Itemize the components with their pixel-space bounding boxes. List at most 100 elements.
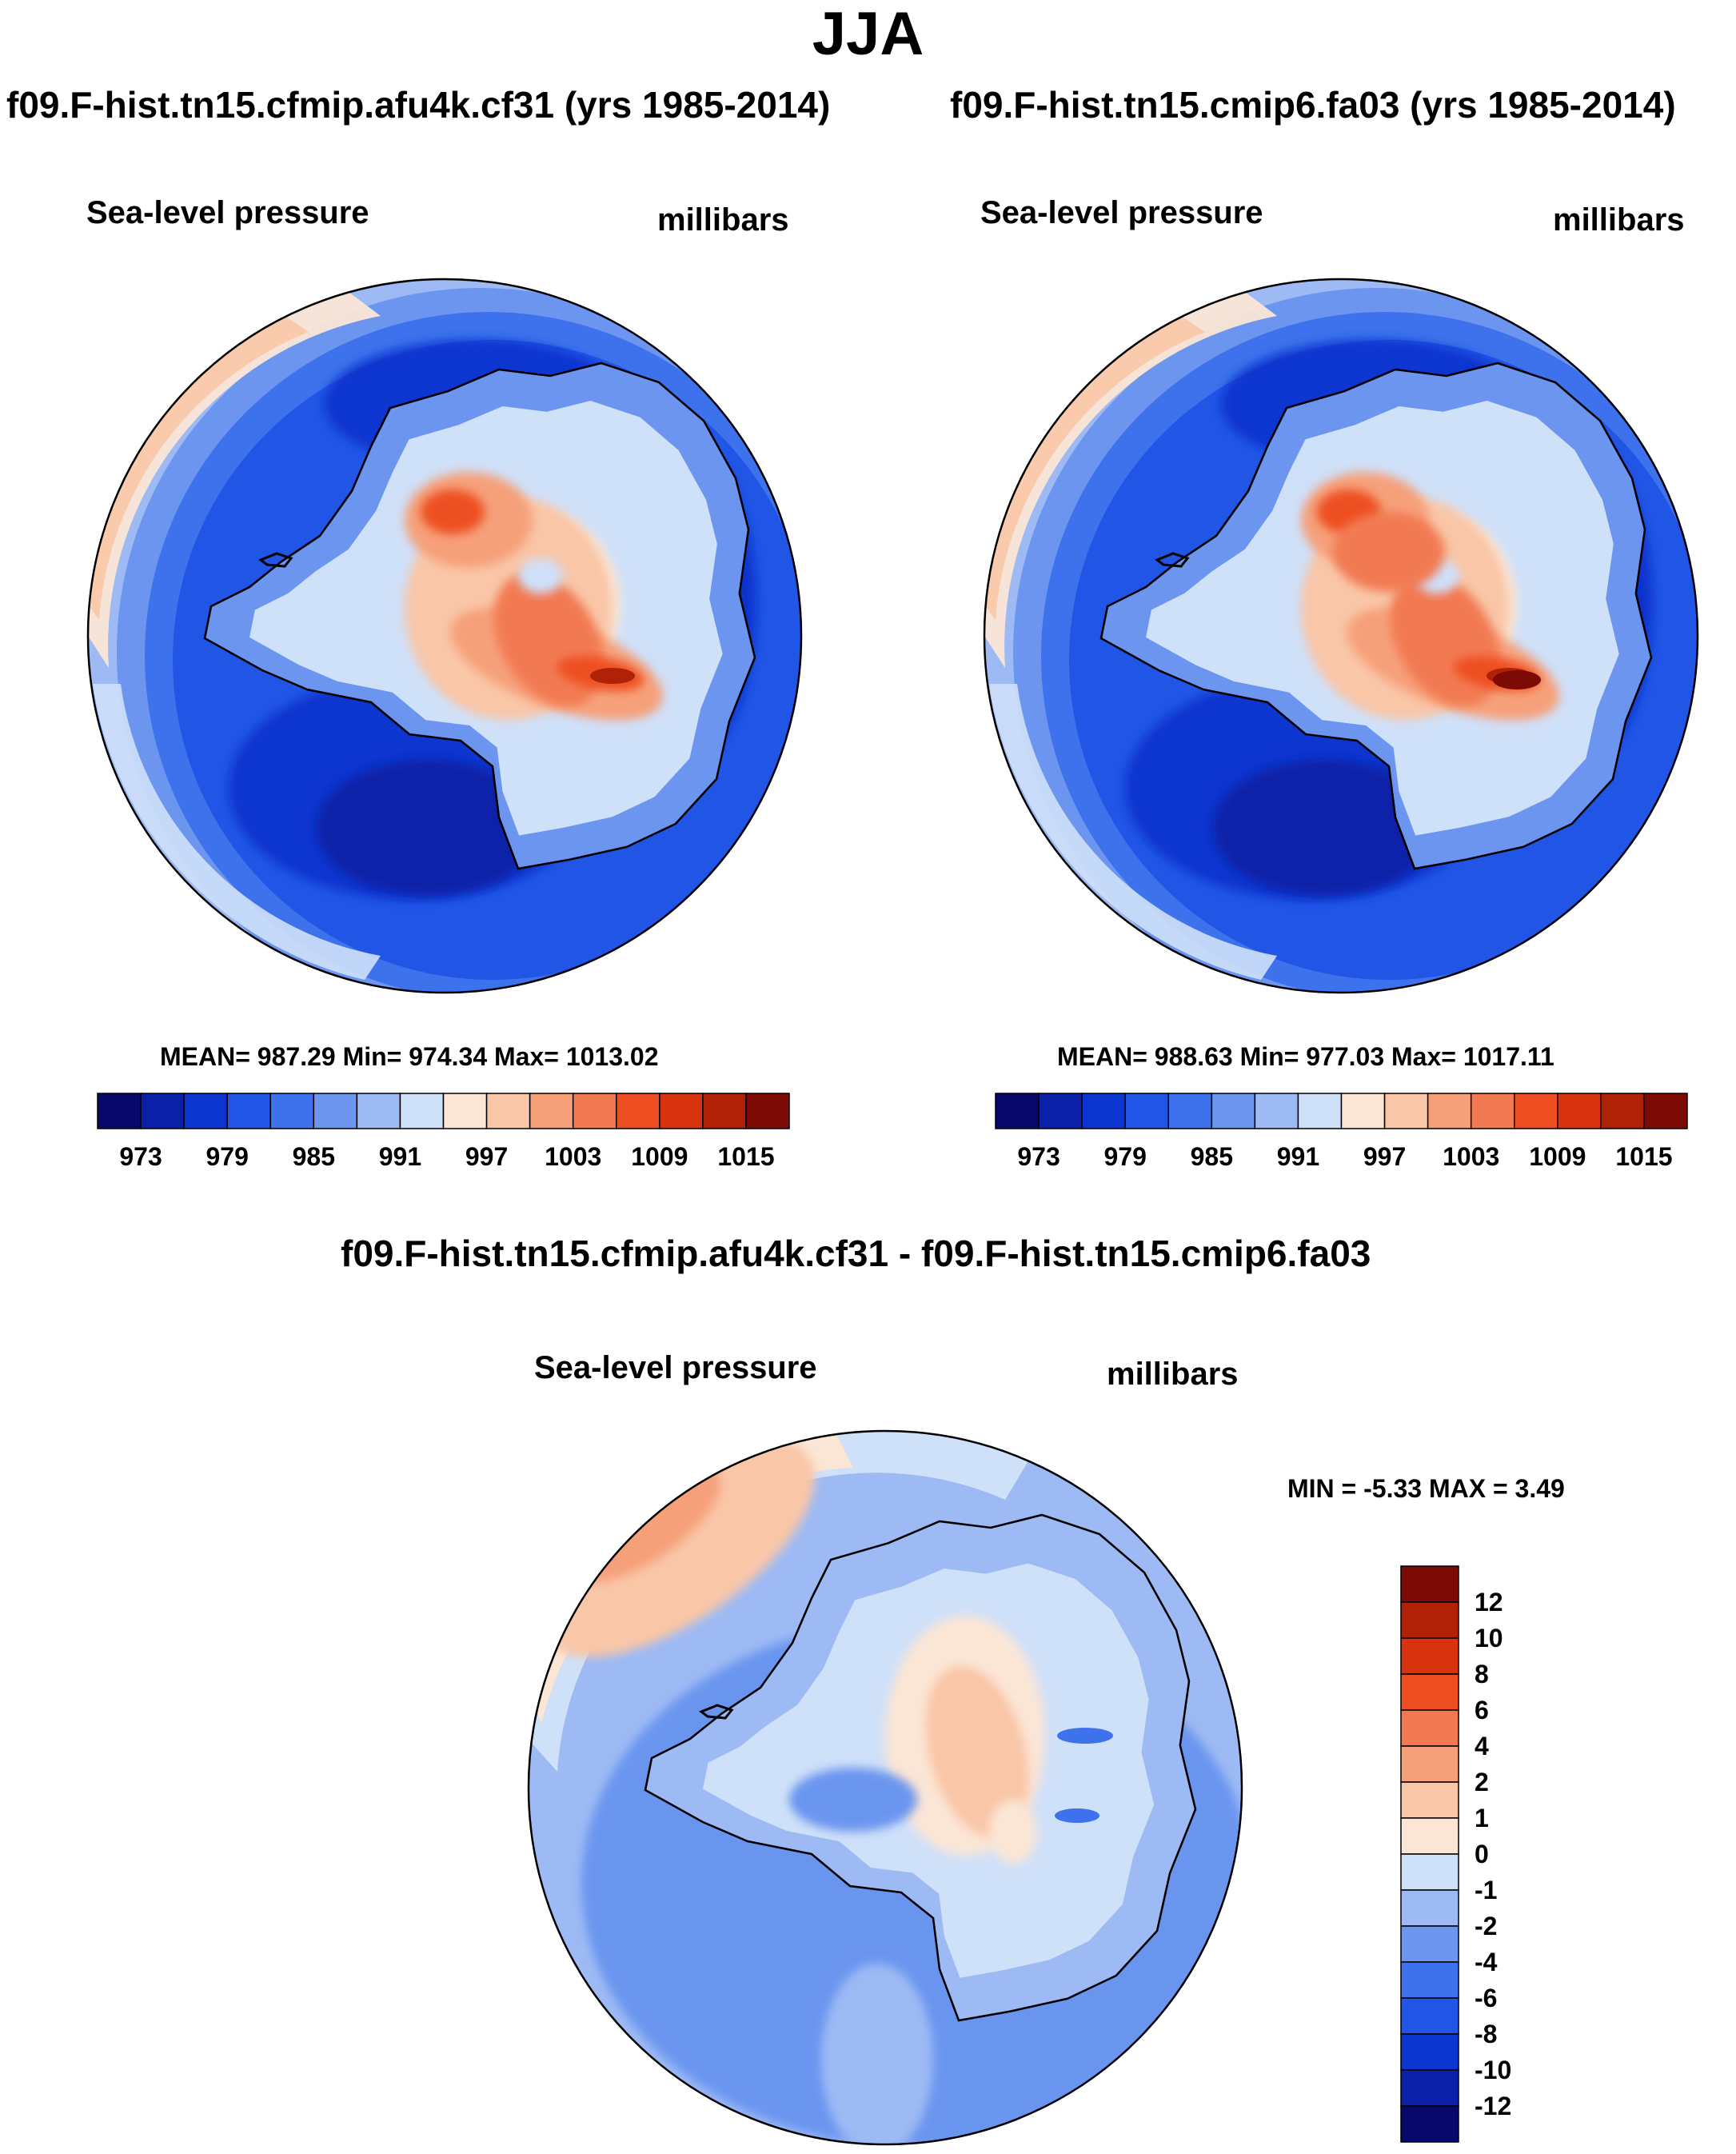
panel-1-plateau <box>518 558 563 593</box>
panel-3-plateau-group <box>789 1616 1113 1864</box>
panel-3-colorbar-label: 8 <box>1475 1660 1489 1688</box>
panel-2-low <box>1213 760 1437 896</box>
panel-1-colorbar-cell <box>485 1093 531 1129</box>
panel-1-colorbar-cell <box>745 1093 790 1129</box>
panel-2-colorbar-cell <box>1427 1093 1472 1129</box>
panel-1-colorbar-label: 1003 <box>545 1142 601 1171</box>
panel-3-colorbar-label: -2 <box>1475 1912 1497 1940</box>
panel-3-colorbar-cell <box>1400 2105 1459 2143</box>
panel-3-colorbar-cell <box>1400 1673 1459 1711</box>
panel-3-map-border <box>527 1429 1243 2146</box>
panel-3-band <box>540 1438 815 1657</box>
panel-1-case-title: f09.F-hist.tn15.cfmip.afu4k.cf31 (yrs 19… <box>6 84 831 126</box>
panel-1-colorbar-cell <box>702 1093 747 1129</box>
panel-2-colorbar-cell <box>1124 1093 1169 1129</box>
panel-3-colorbar-cell <box>1400 1997 1459 2035</box>
panel-3-stats: MIN = -5.33 MAX = 3.49 <box>1287 1474 1565 1503</box>
panel-1-colorbar-cell <box>572 1093 617 1129</box>
panel-3-colorbar-cell <box>1400 1709 1459 1747</box>
panel-1-colorbar-cell <box>269 1093 315 1129</box>
panel-1-colorbar-cell <box>140 1093 185 1129</box>
panel-1-map-border <box>86 278 803 994</box>
panel-3-coastline <box>698 1704 734 1720</box>
panel-2-variable-label: Sea-level pressure <box>980 195 1263 230</box>
panel-3-colorbar-cell <box>1400 2033 1459 2071</box>
panel-2-units-label: millibars <box>1553 202 1685 238</box>
panel-1-colorbar-cell <box>399 1093 445 1129</box>
panel-1-colorbar-cell <box>616 1093 660 1129</box>
panel-2-stats: MEAN= 988.63 Min= 977.03 Max= 1017.11 <box>1057 1042 1554 1071</box>
panel-3-colorbar-label: -8 <box>1475 2020 1497 2048</box>
panel-1-coastline <box>257 552 293 568</box>
panel-3-colorbar-cell <box>1400 1565 1459 1603</box>
panel-3-colorbar-cell <box>1400 1745 1459 1783</box>
panel-2-colorbar-label: 1003 <box>1443 1142 1499 1171</box>
panel-2-colorbar-cell <box>1038 1093 1083 1129</box>
panel-1-colorbar-cell <box>529 1093 574 1129</box>
panel-2-colorbar-label: 997 <box>1363 1142 1406 1171</box>
panel-2-colorbar-label: 985 <box>1191 1142 1233 1171</box>
season-title: JJA <box>812 0 924 68</box>
panel-2-map-border <box>983 278 1699 994</box>
panel-3-colorbar-label: 12 <box>1475 1588 1503 1616</box>
panel-1-plateau-peak <box>590 668 635 684</box>
panel-1-plateau-group <box>405 472 663 721</box>
panel-3-colorbar-label: 4 <box>1475 1732 1489 1760</box>
panel-1-colorbar-cell <box>183 1093 228 1129</box>
panel-3-colorbar-cell <box>1400 1637 1459 1675</box>
panel-3-plateau <box>1057 1728 1113 1744</box>
panel-3-colorbar-cell <box>1400 1889 1459 1927</box>
panel-3-colorbar-label: -4 <box>1475 1948 1498 1976</box>
panel-2-coastline <box>1154 552 1190 568</box>
panel-3-plateau <box>925 1665 1029 1838</box>
panel-3-colorbar-cell <box>1400 2069 1459 2107</box>
panel-3-plateau <box>1055 1808 1099 1823</box>
panel-2-case-title: f09.F-hist.tn15.cmip6.fa03 (yrs 1985-201… <box>950 84 1676 126</box>
panel-2-band <box>989 684 1277 980</box>
panel-2-plateau-peak <box>1493 670 1541 689</box>
panel-2-colorbar-label: 979 <box>1103 1142 1146 1171</box>
panel-3-map <box>529 1431 1242 2144</box>
panel-3-colorbar-cell <box>1400 1601 1459 1639</box>
panel-3-colorbar-cell <box>1400 1817 1459 1855</box>
panel-1-colorbar-cell <box>659 1093 704 1129</box>
panel-2-colorbar-cell <box>1297 1093 1343 1129</box>
panel-2-colorbar-label: 1009 <box>1529 1142 1586 1171</box>
panel-1-colorbar-label: 1015 <box>717 1142 774 1171</box>
panel-2-colorbar-cell <box>1470 1093 1515 1129</box>
panel-2-colorbar-cell <box>1340 1093 1386 1129</box>
panel-3-colorbar-cell <box>1400 1781 1459 1819</box>
panel-1-units-label: millibars <box>657 202 789 238</box>
panel-1-map <box>88 279 801 993</box>
panel-1-variable-label: Sea-level pressure <box>86 195 369 230</box>
panel-1-colorbar-label: 985 <box>293 1142 335 1171</box>
panel-3-colorbar-label: 2 <box>1475 1768 1489 1796</box>
panel-3-colorbar-label: 0 <box>1475 1840 1489 1868</box>
panel-1-colorbar-cell <box>313 1093 358 1129</box>
panel-3-band <box>821 1964 933 2144</box>
panel-3-colorbar-label: -12 <box>1475 2092 1511 2120</box>
panel-2-colorbar-cell <box>1600 1093 1645 1129</box>
panel-3-colorbar-cell <box>1400 1961 1459 1999</box>
panel-1-colorbar-label: 979 <box>206 1142 248 1171</box>
panel-2-colorbar-cell <box>1081 1093 1126 1129</box>
panel-1-colorbar-label: 973 <box>119 1142 162 1171</box>
panel-3-plateau <box>989 1800 1037 1864</box>
panel-1-stats: MEAN= 987.29 Min= 974.34 Max= 1013.02 <box>160 1042 659 1071</box>
panel-1-colorbar-cell <box>226 1093 271 1129</box>
panel-2-colorbar-cell <box>995 1093 1040 1129</box>
panel-1-plateau <box>421 490 485 534</box>
panel-3-colorbar-label: 10 <box>1475 1624 1503 1652</box>
panel-1-colorbar-label: 1009 <box>631 1142 688 1171</box>
panel-3-colorbar-label: 6 <box>1475 1696 1489 1724</box>
panel-1-colorbar-cell <box>97 1093 142 1129</box>
panel-2-colorbar-cell <box>1167 1093 1213 1129</box>
panel-3-case-title: f09.F-hist.tn15.cfmip.afu4k.cf31 - f09.F… <box>341 1233 1371 1274</box>
panel-2-colorbar-label: 1015 <box>1615 1142 1672 1171</box>
panel-1-colorbar-label: 997 <box>465 1142 508 1171</box>
panel-2-plateau <box>1333 512 1445 592</box>
panel-2-map <box>984 279 1698 993</box>
panel-3-colorbar-label: 1 <box>1475 1804 1489 1832</box>
panel-2-colorbar-cell <box>1514 1093 1558 1129</box>
